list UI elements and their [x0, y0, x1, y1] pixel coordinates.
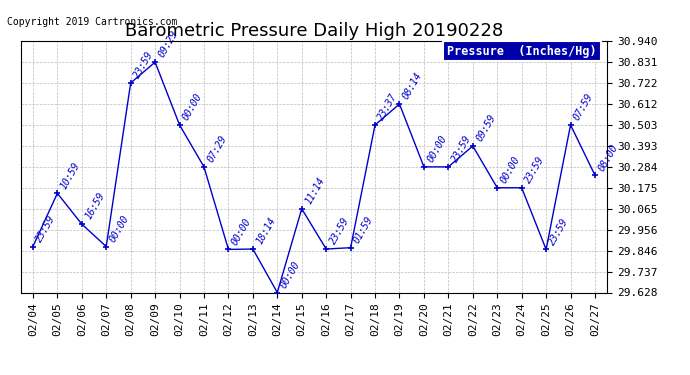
Text: 23:59: 23:59 [450, 134, 473, 164]
Text: 23:59: 23:59 [34, 213, 58, 244]
Text: 09:29: 09:29 [157, 29, 180, 59]
Text: 07:29: 07:29 [206, 134, 228, 164]
Text: 23:59: 23:59 [547, 216, 571, 247]
Text: 00:00: 00:00 [230, 216, 253, 247]
Text: 00:00: 00:00 [425, 134, 449, 164]
Text: 23:59: 23:59 [328, 216, 351, 246]
Text: 00:00: 00:00 [181, 92, 204, 122]
Text: Copyright 2019 Cartronics.com: Copyright 2019 Cartronics.com [7, 17, 177, 27]
Text: 23:37: 23:37 [377, 92, 400, 122]
Text: 08:00: 08:00 [596, 142, 620, 172]
Text: 09:59: 09:59 [474, 113, 497, 143]
Text: 11:14: 11:14 [303, 176, 326, 206]
Text: 00:00: 00:00 [499, 154, 522, 185]
Text: 01:59: 01:59 [352, 214, 375, 245]
Text: 10:59: 10:59 [59, 160, 82, 190]
Text: 23:59: 23:59 [523, 154, 546, 185]
Text: 07:59: 07:59 [572, 92, 595, 122]
Text: 16:59: 16:59 [83, 191, 106, 221]
Title: Barometric Pressure Daily High 20190228: Barometric Pressure Daily High 20190228 [125, 22, 503, 40]
Text: 00:00: 00:00 [279, 259, 302, 290]
Text: 18:14: 18:14 [254, 216, 277, 246]
Text: 08:14: 08:14 [401, 71, 424, 101]
Text: 00:00: 00:00 [108, 213, 131, 244]
Text: 23:59: 23:59 [132, 50, 155, 80]
